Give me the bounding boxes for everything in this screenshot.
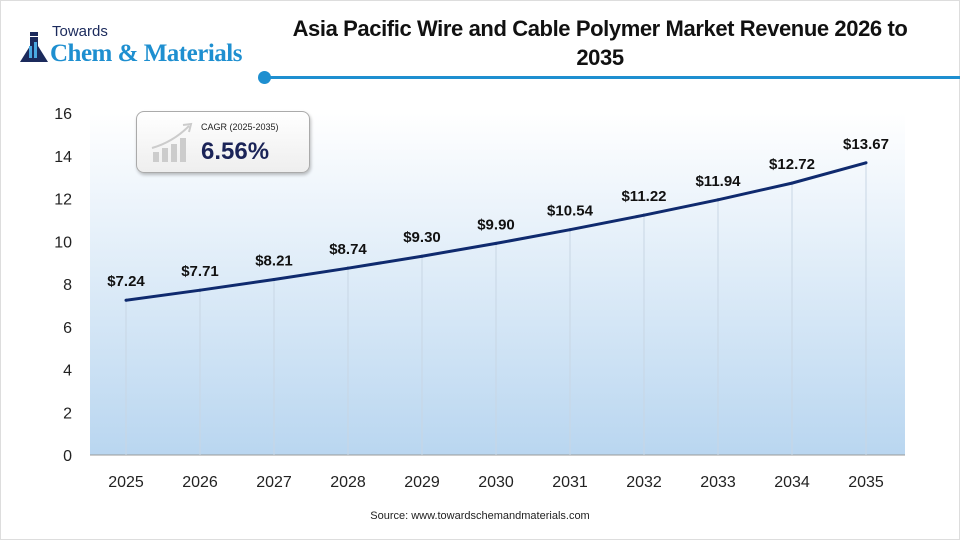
source-note: Source: www.towardschemandmaterials.com — [370, 510, 590, 522]
x-tick-label: 2027 — [256, 474, 292, 491]
data-label: $8.74 — [329, 241, 367, 258]
title-rule-dot — [258, 71, 271, 84]
data-point — [790, 181, 794, 185]
flask-icon — [20, 32, 48, 62]
chart-title: Asia Pacific Wire and Cable Polymer Mark… — [292, 16, 908, 70]
cagr-box: CAGR (2025-2035) 6.56% — [136, 111, 310, 173]
y-tick-label: 2 — [63, 405, 72, 422]
logo-line1: Towards — [52, 23, 108, 40]
title-rule — [266, 76, 960, 79]
data-label: $9.30 — [403, 229, 441, 246]
data-label: $11.22 — [621, 188, 666, 205]
data-point — [568, 228, 572, 232]
y-tick-label: 8 — [63, 277, 72, 294]
x-tick-label: 2026 — [182, 474, 218, 491]
data-point — [198, 288, 202, 292]
data-label: $7.24 — [107, 273, 145, 290]
data-point — [420, 254, 424, 258]
data-label: $9.90 — [477, 216, 515, 233]
logo-line2: Chem & Materials — [50, 40, 242, 67]
data-label: $10.54 — [547, 203, 594, 220]
y-tick-label: 10 — [54, 234, 72, 251]
x-tick-label: 2028 — [330, 474, 366, 491]
data-point — [864, 161, 868, 165]
y-tick-label: 14 — [54, 149, 72, 166]
x-tick-label: 2031 — [552, 474, 588, 491]
data-label: $8.21 — [255, 253, 293, 270]
x-tick-label: 2033 — [700, 474, 736, 491]
x-tick-label: 2025 — [108, 474, 144, 491]
cagr-value: 6.56% — [201, 138, 270, 165]
y-tick-label: 6 — [63, 320, 72, 337]
data-point — [642, 213, 646, 217]
y-tick-label: 0 — [63, 448, 72, 465]
y-tick-label: 12 — [54, 192, 72, 209]
data-label: $12.72 — [769, 156, 815, 173]
data-point — [346, 266, 350, 270]
data-point — [272, 278, 276, 282]
data-point — [494, 241, 498, 245]
data-point — [716, 198, 720, 202]
y-tick-label: 4 — [63, 363, 72, 380]
x-tick-label: 2029 — [404, 474, 440, 491]
x-tick-label: 2030 — [478, 474, 514, 491]
y-tick-label: 16 — [54, 106, 72, 123]
logo: Towards Chem & Materials — [18, 24, 268, 70]
data-label: $11.94 — [695, 173, 741, 190]
cagr-label: CAGR (2025-2035) — [201, 122, 279, 132]
x-tick-label: 2035 — [848, 474, 884, 491]
x-tick-label: 2034 — [774, 474, 810, 491]
x-tick-label: 2032 — [626, 474, 662, 491]
growth-chart-icon — [151, 122, 193, 162]
data-label: $13.67 — [843, 136, 889, 153]
data-point — [124, 298, 128, 302]
data-label: $7.71 — [181, 263, 219, 280]
